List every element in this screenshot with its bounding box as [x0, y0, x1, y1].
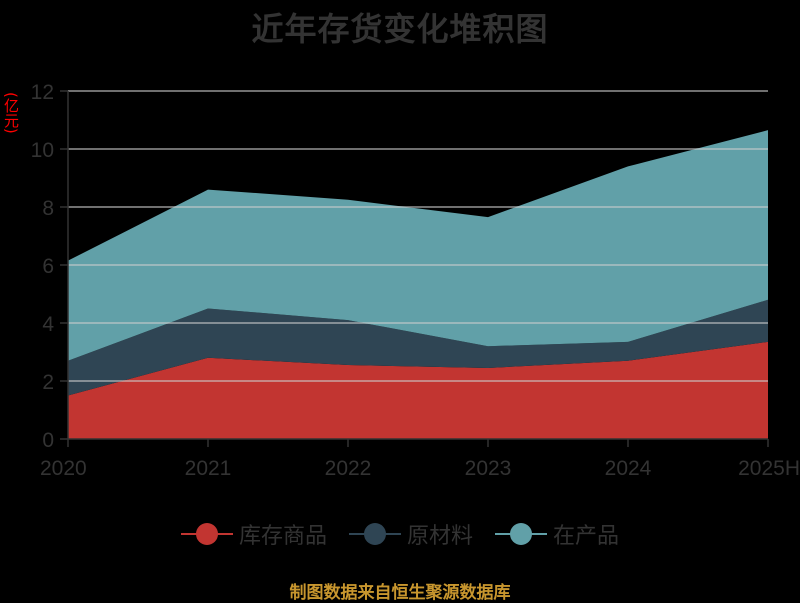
y-tick-label: 2: [42, 371, 54, 394]
y-tick-label: 8: [42, 197, 54, 220]
legend-item-work-in-progress[interactable]: 在产品: [495, 518, 619, 550]
grid-lines: [68, 90, 768, 382]
x-tick-label: 2025H: [738, 457, 800, 480]
legend-label: 在产品: [553, 524, 620, 549]
x-tick-label: 2022: [325, 457, 372, 480]
legend-item-inventory-goods[interactable]: 库存商品: [180, 518, 327, 550]
y-axis: 0 2 4 6 8 10 12: [31, 81, 69, 452]
legend-circle-icon: [495, 522, 547, 546]
x-tick-label: 2023: [465, 457, 512, 480]
legend-item-raw-materials[interactable]: 原材料: [348, 518, 473, 550]
area-series-2[interactable]: [68, 130, 768, 361]
y-tick-label: 6: [42, 255, 54, 278]
chart-title: 近年存货变化堆积图: [251, 10, 549, 48]
x-tick-label: 2021: [185, 457, 232, 480]
data-source-note: 制图数据来自恒生聚源数据库: [289, 583, 511, 603]
legend-circle-icon: [180, 522, 233, 546]
area-series: [68, 130, 768, 439]
x-tick-label: 2020: [40, 457, 87, 480]
x-axis: 2020 2021 2022 2023 2024 2025H: [40, 438, 800, 480]
legend-label: 库存商品: [238, 524, 327, 549]
legend-circle-icon: [348, 522, 401, 546]
y-tick-label: 4: [42, 313, 54, 336]
legend-label: 原材料: [406, 524, 473, 549]
x-tick-label: 2024: [605, 457, 652, 480]
y-tick-label: 10: [31, 139, 54, 162]
legend: 库存商品 原材料 在产品: [0, 518, 800, 550]
y-tick-label: 0: [42, 429, 54, 452]
y-tick-label: 12: [31, 81, 54, 104]
y-axis-unit-label: (亿元): [2, 92, 20, 134]
area-series-0[interactable]: [68, 341, 768, 439]
